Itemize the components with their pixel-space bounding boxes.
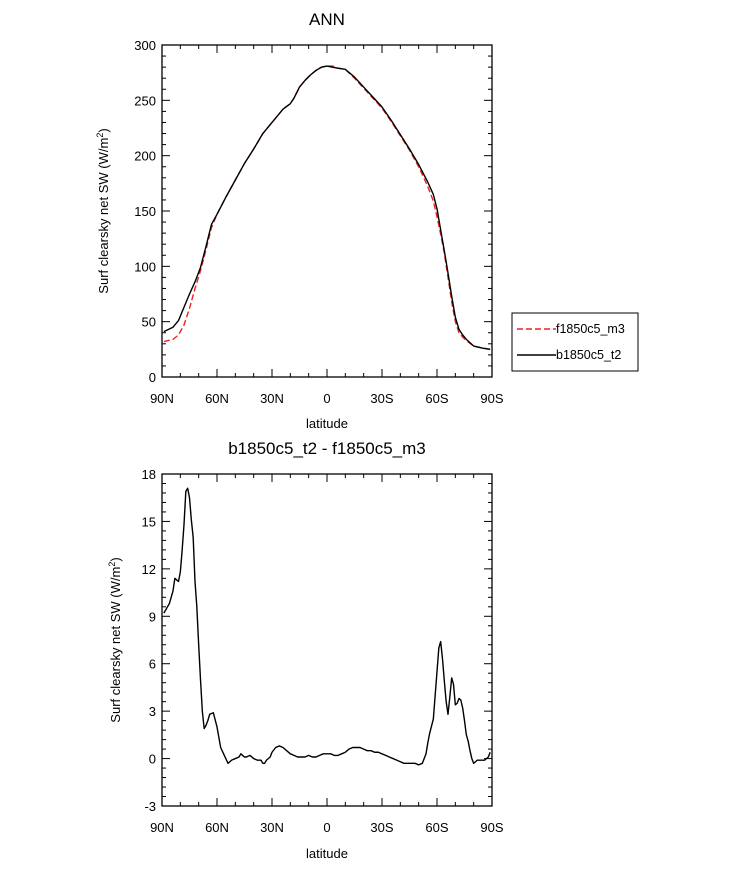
top-y-label-sup: 2 bbox=[95, 133, 105, 138]
top-xtick-label: 90S bbox=[480, 391, 503, 406]
legend-label-b1850c5-t2: b1850c5_t2 bbox=[556, 348, 621, 362]
top-xtick-label: 60N bbox=[205, 391, 229, 406]
bottom-y-label-main: Surf clearsky net SW (W/m bbox=[108, 567, 123, 723]
top-ytick-label: 0 bbox=[149, 370, 156, 385]
top-ytick-label: 250 bbox=[134, 93, 156, 108]
bottom-ytick-label: 6 bbox=[149, 657, 156, 672]
top-x-axis-label: latitude bbox=[306, 416, 348, 431]
bottom-xtick-label: 60N bbox=[205, 820, 229, 835]
bottom-panel: b1850c5_t2 - f1850c5_m3 90N 60N 30N 0 30S 60S… bbox=[107, 439, 504, 861]
bottom-series-line-b1850c5-t2-f1850c5-m3 bbox=[163, 487, 491, 766]
bottom-xtick-label: 90S bbox=[480, 820, 503, 835]
bottom-y-label-sup: 2 bbox=[107, 562, 117, 567]
bottom-ytick-label: 3 bbox=[149, 704, 156, 719]
bottom-ticks: 90N 60N 30N 0 30S 60S 90S -3 0 3 6 9 12 15 18 bbox=[142, 467, 504, 835]
legend-label-f1850c5-m3: f1850c5_m3 bbox=[556, 322, 625, 336]
bottom-ytick-label: 15 bbox=[142, 514, 156, 529]
top-ticks: 90N 60N 30N 0 30S 60S 90S 0 50 100 150 200 250 300 bbox=[134, 38, 504, 406]
bottom-ytick-label: 9 bbox=[149, 609, 156, 624]
top-y-axis-label: Surf clearsky net SW (W/m2) bbox=[95, 128, 111, 293]
bottom-plot-frame bbox=[161, 473, 493, 807]
bottom-y-label-close: ) bbox=[108, 557, 123, 561]
top-title: ANN bbox=[309, 10, 345, 29]
bottom-ytick-label: 0 bbox=[149, 752, 156, 767]
bottom-x-axis-label: latitude bbox=[306, 846, 348, 861]
top-ytick-label: 300 bbox=[134, 38, 156, 53]
top-y-label-close: ) bbox=[96, 128, 111, 132]
top-ytick-label: 150 bbox=[134, 204, 156, 219]
top-xtick-label: 0 bbox=[323, 391, 330, 406]
bottom-y-axis-label: Surf clearsky net SW (W/m2) bbox=[107, 557, 123, 722]
top-xtick-label: 30S bbox=[370, 391, 393, 406]
legend: f1850c5_m3 b1850c5_t2 bbox=[511, 312, 639, 372]
top-plot-frame bbox=[161, 44, 493, 378]
top-xtick-label: 30N bbox=[260, 391, 284, 406]
top-series-line-f1850c5-m3 bbox=[163, 65, 491, 351]
top-panel: ANN 90N 60N 30N 0 30S 60S 90S 0 50 100 150 200 250 30… bbox=[95, 10, 504, 431]
bottom-xtick-label: 30N bbox=[260, 820, 284, 835]
top-y-label-main: Surf clearsky net SW (W/m bbox=[96, 138, 111, 294]
top-ytick-label: 200 bbox=[134, 149, 156, 164]
legend-box bbox=[511, 312, 639, 372]
top-series-group bbox=[163, 65, 491, 351]
top-ytick-label: 100 bbox=[134, 259, 156, 274]
top-ytick-label: 50 bbox=[142, 315, 156, 330]
bottom-title: b1850c5_t2 - f1850c5_m3 bbox=[228, 439, 426, 458]
bottom-series-group bbox=[163, 487, 491, 766]
bottom-ytick-label: 12 bbox=[142, 562, 156, 577]
top-xtick-label: 90N bbox=[150, 391, 174, 406]
top-xtick-label: 60S bbox=[425, 391, 448, 406]
bottom-ytick-label: -3 bbox=[144, 799, 156, 814]
top-series-line-b1850c5-t2 bbox=[163, 65, 491, 351]
bottom-xtick-label: 60S bbox=[425, 820, 448, 835]
bottom-xtick-label: 0 bbox=[323, 820, 330, 835]
bottom-ytick-label: 18 bbox=[142, 467, 156, 482]
bottom-xtick-label: 30S bbox=[370, 820, 393, 835]
bottom-xtick-label: 90N bbox=[150, 820, 174, 835]
